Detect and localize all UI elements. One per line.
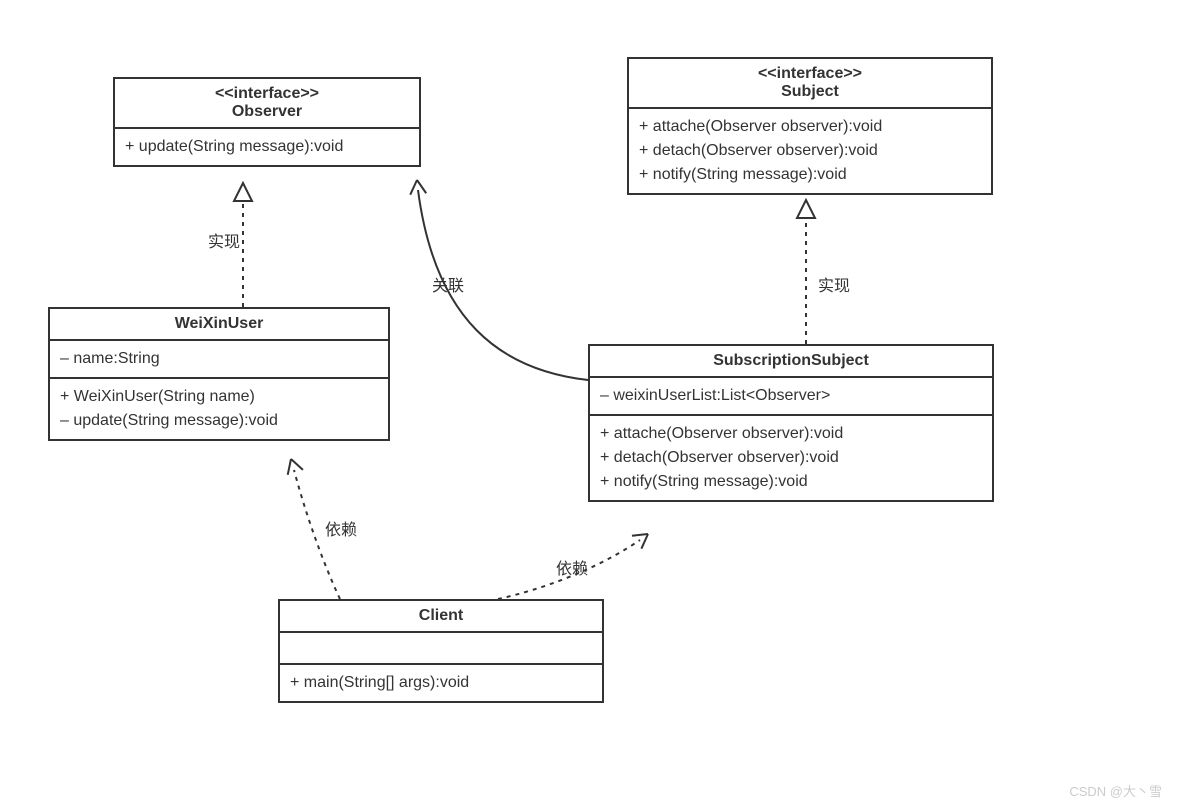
subscriptionsubject-method-1: + detach(Observer observer):void	[600, 446, 982, 470]
label-realize-2: 实现	[818, 272, 850, 296]
subscriptionsubject-methods: + attache(Observer observer):void + deta…	[590, 416, 992, 500]
observer-name: Observer	[115, 103, 419, 129]
weixinuser-method-0: + WeiXinUser(String name)	[60, 385, 378, 409]
subscriptionsubject-method-0: + attache(Observer observer):void	[600, 422, 982, 446]
subject-method-1: + detach(Observer observer):void	[639, 139, 981, 163]
subject-interface: <<interface>> Subject + attache(Observer…	[627, 57, 993, 195]
client-method-0: + main(String[] args):void	[290, 671, 592, 695]
subject-stereotype: <<interface>>	[629, 59, 991, 83]
weixinuser-methods: + WeiXinUser(String name) – update(Strin…	[50, 379, 388, 439]
subscriptionsubject-class: SubscriptionSubject – weixinUserList:Lis…	[588, 344, 994, 502]
observer-methods: + update(String message):void	[115, 129, 419, 165]
weixinuser-method-1: – update(String message):void	[60, 409, 378, 433]
subscriptionsubject-attr-0: – weixinUserList:List<Observer>	[600, 384, 982, 408]
observer-stereotype: <<interface>>	[115, 79, 419, 103]
subscriptionsubject-method-2: + notify(String message):void	[600, 470, 982, 494]
weixinuser-attributes: – name:String	[50, 341, 388, 379]
client-class: Client + main(String[] args):void	[278, 599, 604, 703]
subject-method-2: + notify(String message):void	[639, 163, 981, 187]
observer-method-0: + update(String message):void	[125, 135, 409, 159]
subscriptionsubject-name: SubscriptionSubject	[590, 346, 992, 378]
subject-method-0: + attache(Observer observer):void	[639, 115, 981, 139]
label-dependency-1: 依赖	[325, 516, 357, 540]
client-methods: + main(String[] args):void	[280, 665, 602, 701]
weixinuser-attr-0: – name:String	[60, 347, 378, 371]
subject-methods: + attache(Observer observer):void + deta…	[629, 109, 991, 193]
weixinuser-class: WeiXinUser – name:String + WeiXinUser(St…	[48, 307, 390, 441]
subject-name: Subject	[629, 83, 991, 109]
client-attributes	[280, 633, 602, 665]
weixinuser-name: WeiXinUser	[50, 309, 388, 341]
label-association: 关联	[432, 272, 464, 296]
subscriptionsubject-attributes: – weixinUserList:List<Observer>	[590, 378, 992, 416]
watermark: CSDN @大丶雪	[1069, 781, 1162, 800]
label-realize-1: 实现	[208, 228, 240, 252]
label-dependency-2: 依赖	[556, 555, 588, 579]
observer-interface: <<interface>> Observer + update(String m…	[113, 77, 421, 167]
client-name: Client	[280, 601, 602, 633]
